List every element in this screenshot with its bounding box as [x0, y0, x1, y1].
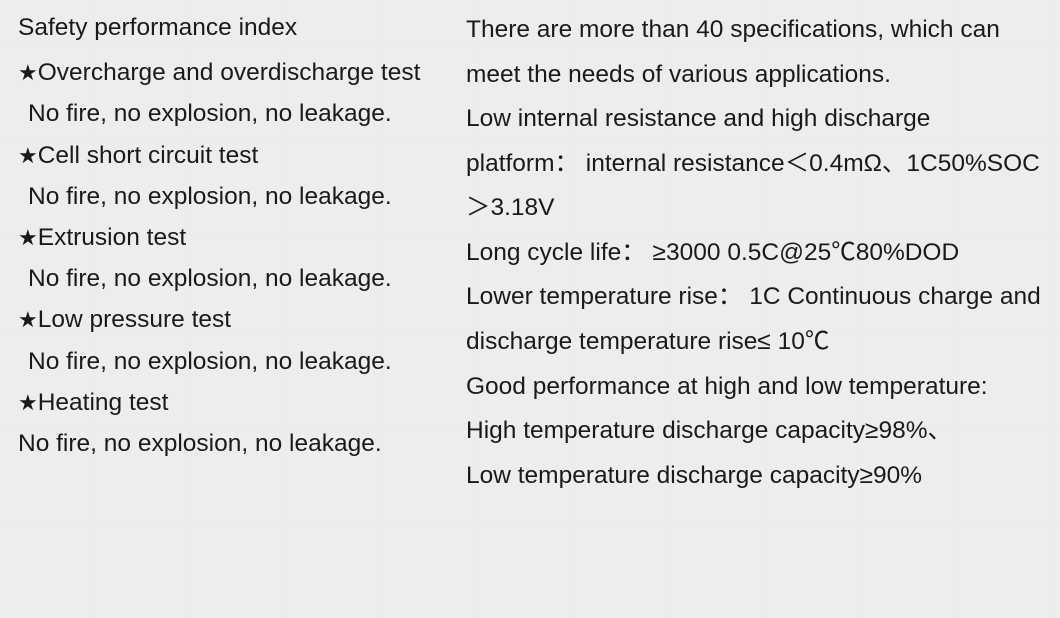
test-result: No fire, no explosion, no leakage. [18, 424, 438, 463]
spec-low-temp-capacity: Low temperature discharge capacity≥90% [466, 454, 1042, 499]
test-result: No fire, no explosion, no leakage. [18, 259, 438, 298]
star-icon: ★ [18, 55, 38, 90]
star-icon: ★ [18, 302, 38, 337]
right-column-specifications: There are more than 40 specifications, w… [466, 8, 1042, 610]
spec-temperature-rise: Lower temperature rise： 1C Continuous ch… [466, 275, 1042, 364]
safety-index-title: Safety performance index [18, 8, 438, 47]
test-block-low-pressure: ★Low pressure test No fire, no explosion… [18, 300, 438, 380]
test-result: No fire, no explosion, no leakage. [18, 94, 438, 133]
star-icon: ★ [18, 220, 38, 255]
test-result: No fire, no explosion, no leakage. [18, 177, 438, 216]
spec-temp-performance-heading: Good performance at high and low tempera… [466, 365, 1042, 410]
test-label: Overcharge and overdischarge test [38, 59, 421, 86]
test-name: ★Low pressure test [18, 300, 438, 339]
test-result: No fire, no explosion, no leakage. [18, 342, 438, 381]
test-block-short-circuit: ★Cell short circuit test No fire, no exp… [18, 136, 438, 216]
test-label: Heating test [38, 389, 169, 416]
test-label: Low pressure test [38, 306, 231, 333]
test-label: Cell short circuit test [38, 142, 259, 169]
spec-high-temp-capacity: High temperature discharge capacity≥98%、 [466, 409, 1042, 454]
test-name: ★Extrusion test [18, 218, 438, 257]
spec-intro: There are more than 40 specifications, w… [466, 8, 1042, 97]
star-icon: ★ [18, 385, 38, 420]
test-label: Extrusion test [38, 224, 186, 251]
spec-cycle-life: Long cycle life： ≥3000 0.5C@25℃80%DOD [466, 231, 1042, 276]
star-icon: ★ [18, 138, 38, 173]
spec-internal-resistance: Low internal resistance and high dischar… [466, 97, 1042, 231]
test-name: ★Cell short circuit test [18, 136, 438, 175]
test-block-overcharge: ★Overcharge and overdischarge test No fi… [18, 53, 438, 133]
left-column-safety-tests: Safety performance index ★Overcharge and… [18, 8, 438, 610]
test-name: ★Heating test [18, 383, 438, 422]
test-name: ★Overcharge and overdischarge test [18, 53, 438, 92]
content-columns: Safety performance index ★Overcharge and… [0, 0, 1060, 618]
test-block-extrusion: ★Extrusion test No fire, no explosion, n… [18, 218, 438, 298]
test-block-heating: ★Heating test No fire, no explosion, no … [18, 383, 438, 463]
